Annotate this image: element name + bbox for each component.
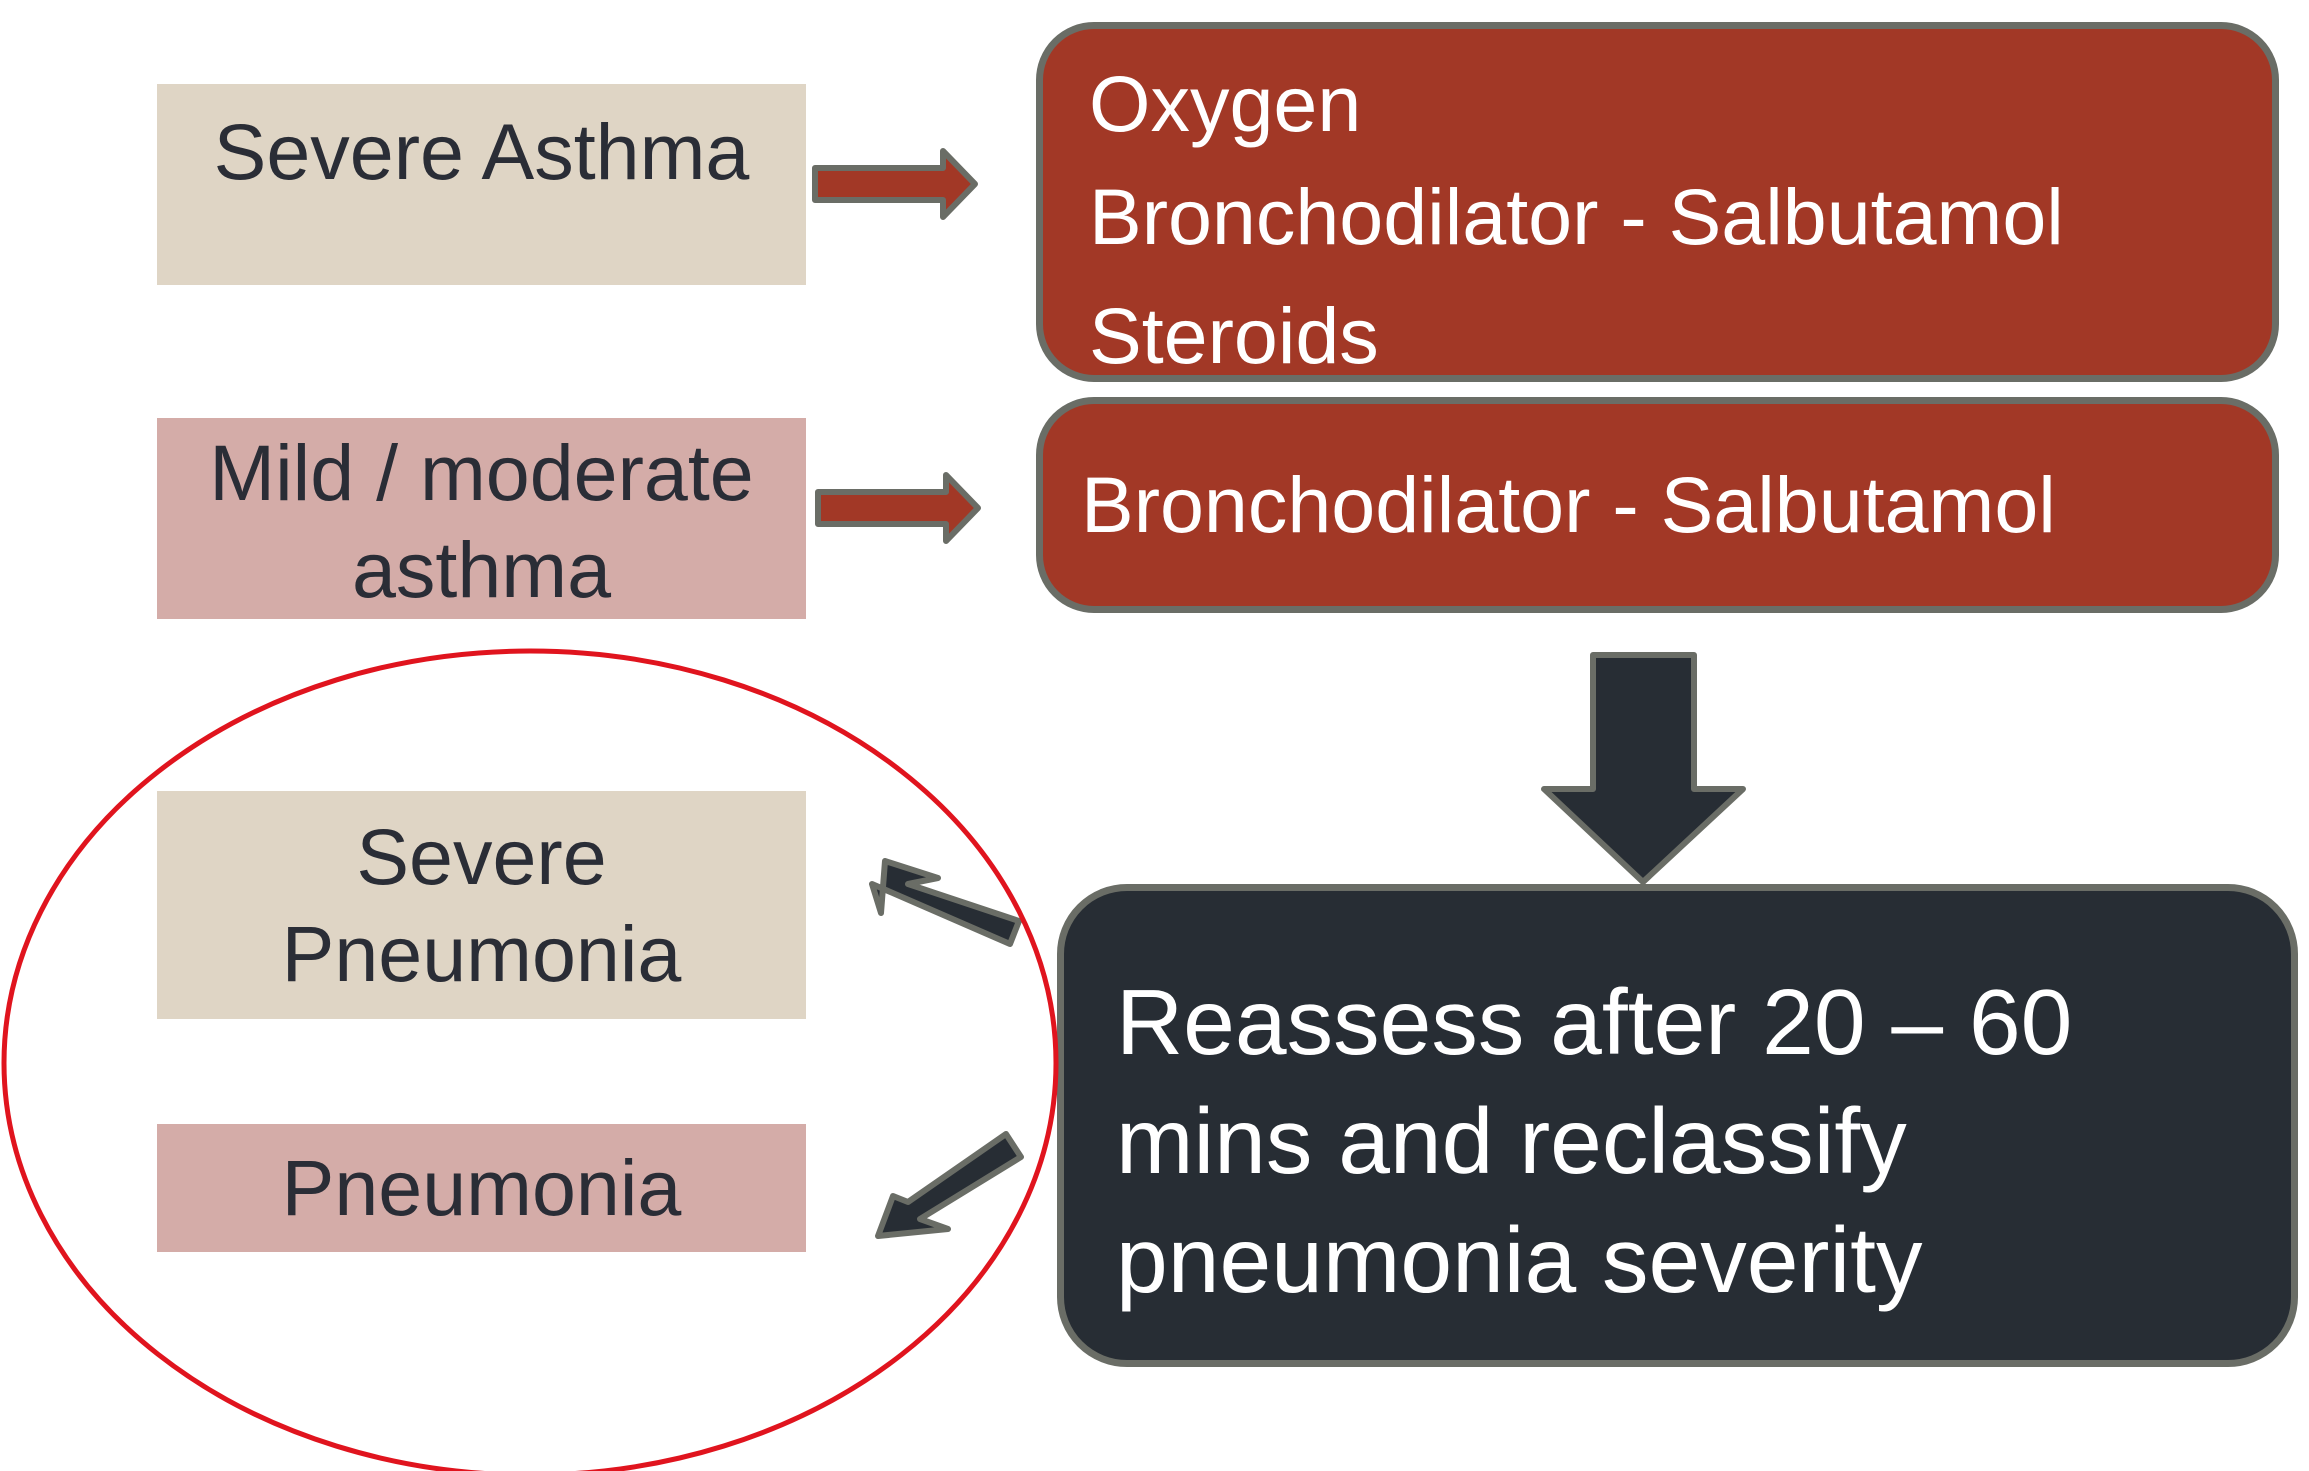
- severe-asthma-label: Severe Asthma: [213, 107, 750, 196]
- treatment-oxygen: Oxygen: [1089, 59, 1362, 148]
- arrow-down-to-reassess: [1541, 652, 1746, 885]
- treatment-bronchodilator: Bronchodilator - Salbutamol: [1089, 172, 2064, 262]
- reassess-panel: Reassess after 20 – 60 mins and reclassi…: [1057, 884, 2298, 1367]
- severe-pneumonia-box: Severe Pneumonia: [157, 791, 806, 1019]
- severe-pneumonia-label-line-2: Pneumonia: [281, 909, 682, 998]
- reassess-line-1: Reassess after 20 – 60: [1116, 970, 2073, 1074]
- pneumonia-box: Pneumonia: [157, 1124, 806, 1252]
- treatment-steroids: Steroids: [1089, 290, 1379, 380]
- reassess-line-2: mins and reclassify: [1116, 1089, 1907, 1194]
- arrow-reassess-to-severe-pneumonia: [869, 858, 1022, 947]
- mild-moderate-label-line-2: asthma: [351, 524, 612, 614]
- arrow-severe-asthma-to-treatment: [812, 148, 978, 220]
- pneumonia-label: Pneumonia: [281, 1142, 682, 1232]
- treatment-bronchodilator-mild: Bronchodilator - Salbutamol: [1081, 459, 2056, 549]
- mild-moderate-asthma-box: Mild / moderate asthma: [157, 418, 806, 619]
- mild-asthma-treatment-panel: Bronchodilator - Salbutamol: [1036, 397, 2279, 613]
- mild-moderate-label-line-1: Mild / moderate: [209, 428, 754, 518]
- severe-pneumonia-label-line-1: Severe: [356, 811, 607, 901]
- reassess-line-3: pneumonia severity: [1116, 1208, 1923, 1313]
- arrow-mild-asthma-to-treatment: [815, 472, 981, 544]
- severe-asthma-box: Severe Asthma: [157, 84, 806, 285]
- pneumonia-highlight-circle: [1, 648, 1059, 1471]
- severe-asthma-treatment-panel: Oxygen Bronchodilator - Salbutamol Stero…: [1036, 22, 2279, 382]
- arrow-reassess-to-pneumonia: [875, 1131, 1024, 1239]
